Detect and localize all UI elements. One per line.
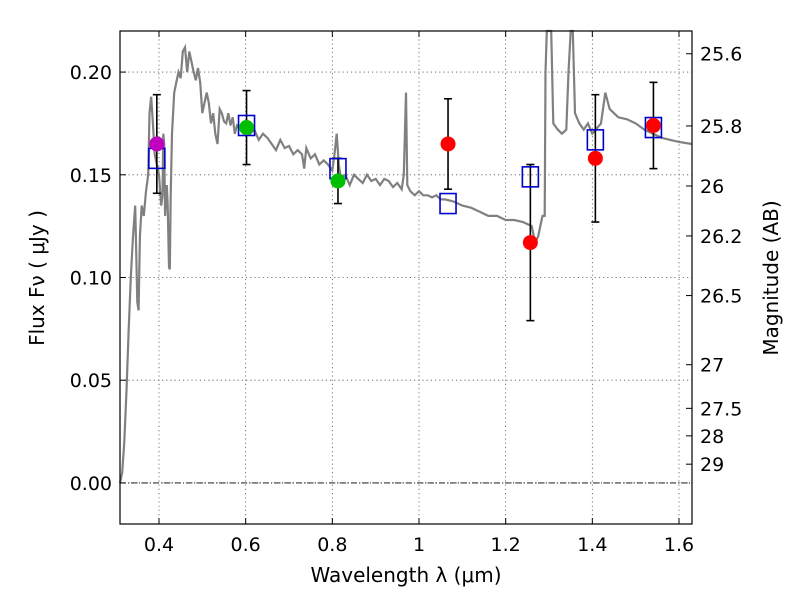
x-axis-title: Wavelength λ (μm) <box>310 563 501 587</box>
right-axis-title: Magnitude (AB) <box>759 200 783 355</box>
mag-tick-label: 25.6 <box>700 44 742 66</box>
model-box <box>586 129 605 151</box>
data-point-red <box>587 150 603 166</box>
x-tick-label: 0.6 <box>231 534 261 556</box>
model-box <box>237 114 256 137</box>
mag-tick-label: 25.8 <box>700 116 742 138</box>
mag-tick-label: 28 <box>700 426 724 448</box>
x-tick-label: 1.2 <box>491 534 521 556</box>
y-axis-title: Flux Fν ( μJy ) <box>25 210 49 346</box>
model-box-layer <box>148 114 663 215</box>
template-spectrum-line <box>118 29 693 484</box>
model-box <box>521 166 540 188</box>
mag-tick-label: 27 <box>700 355 724 377</box>
y-tick-label: 0.15 <box>70 165 112 187</box>
x-tick-label: 1.6 <box>664 534 694 556</box>
x-tick-label: 0.8 <box>317 534 347 556</box>
x-tick-label: 1.4 <box>577 534 607 556</box>
model-box <box>644 116 663 139</box>
data-point-green <box>239 120 255 136</box>
x-tick-label: 1 <box>413 534 425 556</box>
y-tick-label: 0.20 <box>70 62 112 84</box>
mag-tick-label: 27.5 <box>700 398 742 420</box>
tick-layer: 0.4 0.6 0.8 1 1.2 1.4 1.6 0.00 0.05 0.10 0.15 0.20 2… <box>70 31 742 556</box>
mag-tick-label: 26.5 <box>700 286 742 308</box>
y-tick-label: 0.00 <box>70 473 112 495</box>
mag-tick-label: 26.2 <box>700 226 742 248</box>
y-tick-label: 0.10 <box>70 268 112 290</box>
y-tick-label: 0.05 <box>70 370 112 392</box>
mag-tick-label: 29 <box>700 454 724 476</box>
data-point-green <box>330 173 346 189</box>
data-point-red <box>440 136 456 152</box>
x-tick-label: 0.4 <box>144 534 174 556</box>
data-point-red <box>645 117 661 133</box>
model-box <box>439 192 457 215</box>
observed-point-layer <box>149 117 661 251</box>
mag-tick-label: 26 <box>700 176 724 198</box>
data-point-magenta <box>149 136 165 152</box>
data-point-red <box>522 235 538 251</box>
